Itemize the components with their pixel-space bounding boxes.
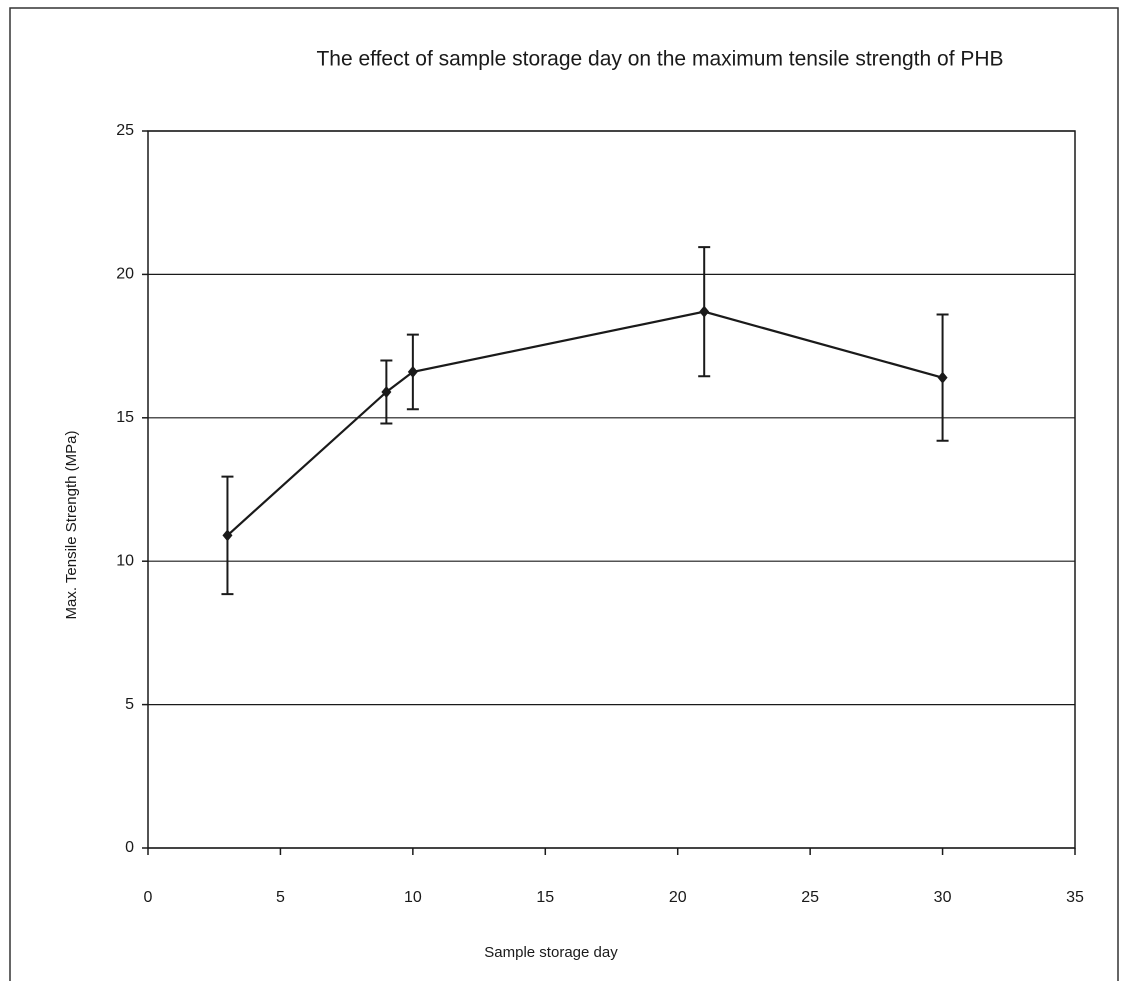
data-point [407, 365, 418, 378]
data-point [381, 385, 392, 398]
x-tick-label: 0 [144, 889, 153, 906]
x-tick-label: 25 [801, 889, 819, 906]
y-tick-label: 15 [116, 409, 134, 426]
y-axis-label: Max. Tensile Strength (MPa) [63, 431, 80, 620]
y-tick-label: 5 [125, 696, 134, 713]
x-tick-label: 5 [276, 889, 285, 906]
chart-frame [9, 7, 1119, 981]
data-point [222, 529, 233, 542]
data-point [937, 371, 948, 384]
data-point [699, 305, 710, 318]
x-tick-label: 35 [1066, 889, 1084, 906]
x-tick-label: 10 [404, 889, 422, 906]
x-tick-label: 15 [536, 889, 554, 906]
x-tick-label: 30 [934, 889, 952, 906]
x-tick-label: 20 [669, 889, 687, 906]
y-tick-label: 10 [116, 552, 134, 569]
y-tick-label: 20 [116, 266, 134, 283]
y-tick-label: 25 [116, 122, 134, 139]
y-tick-label: 0 [125, 839, 134, 856]
chart-title: The effect of sample storage day on the … [316, 48, 1003, 71]
x-axis-label: Sample storage day [484, 944, 618, 961]
